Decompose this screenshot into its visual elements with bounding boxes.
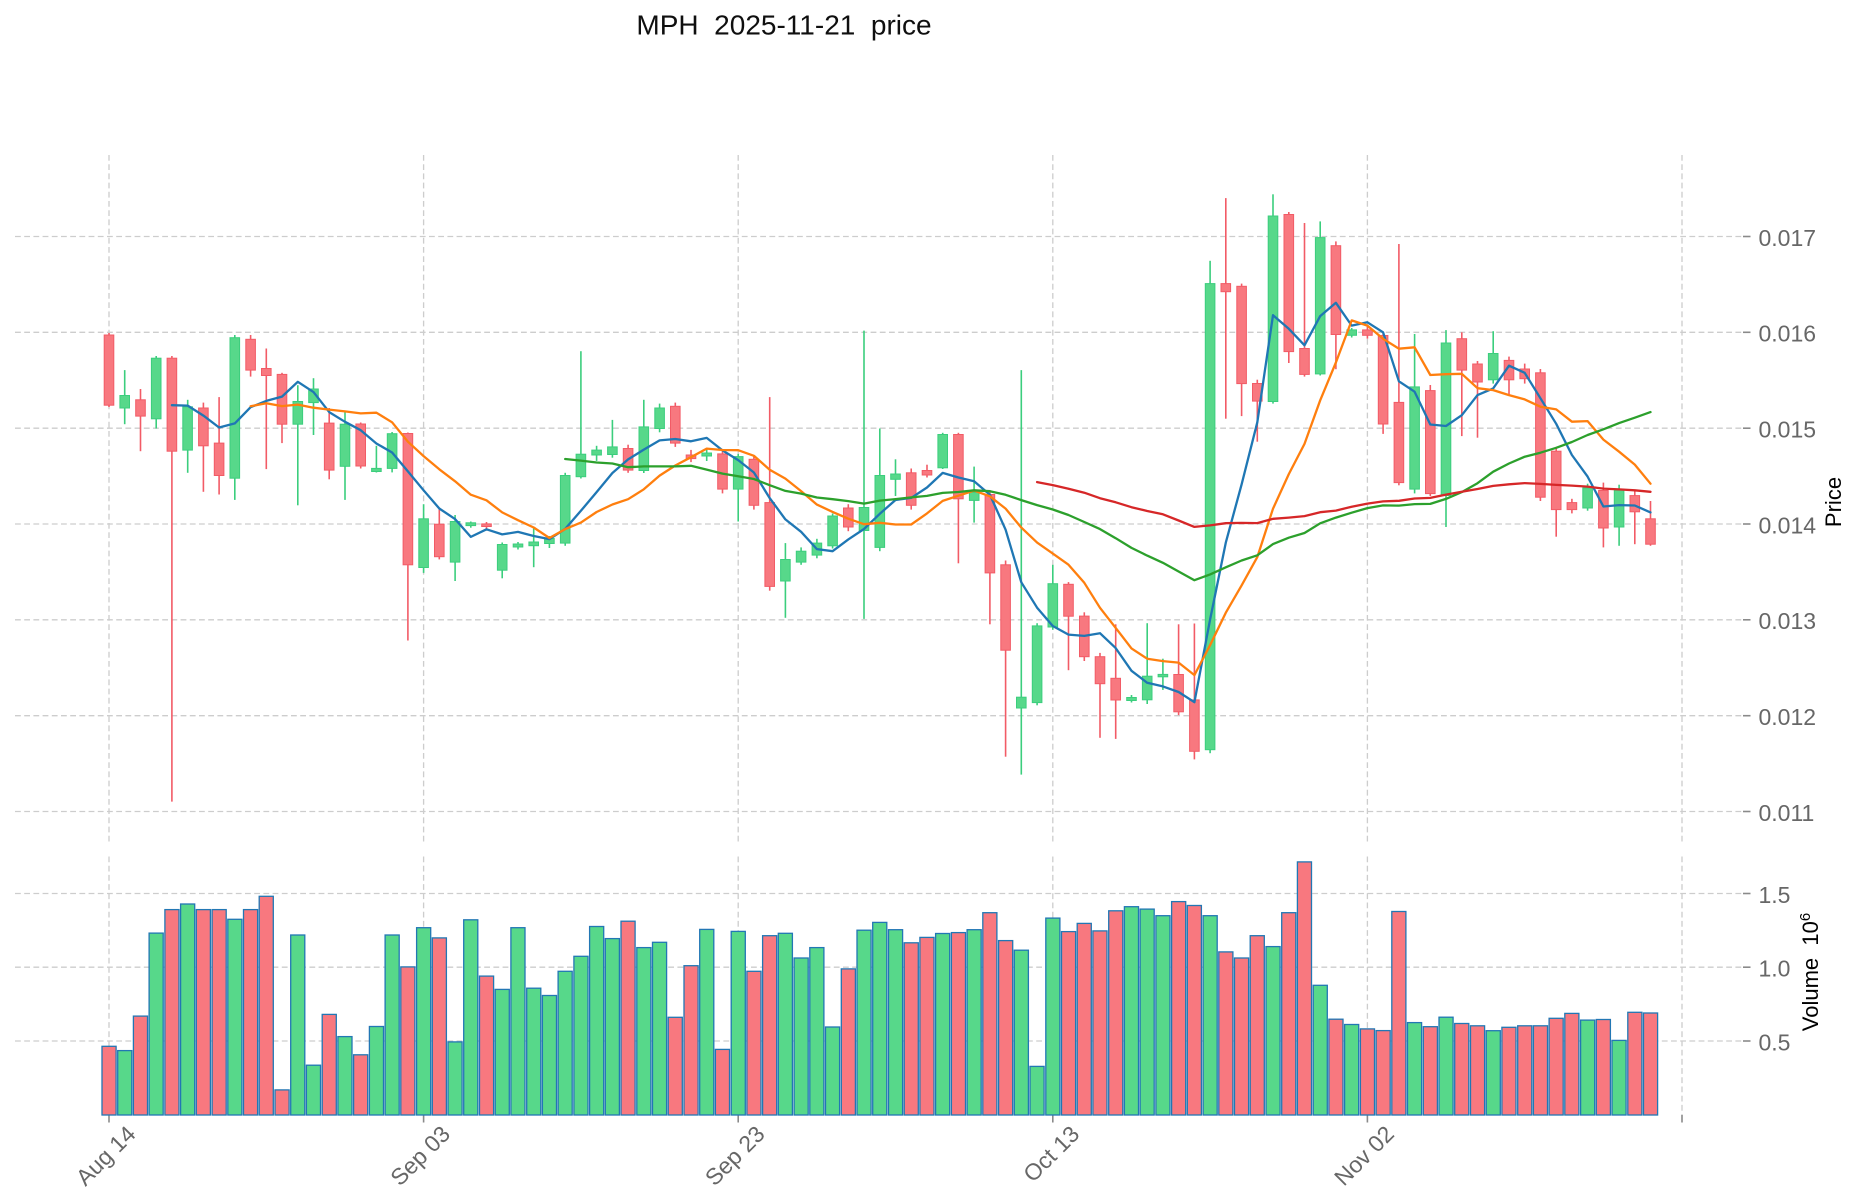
svg-text:0.013: 0.013	[1759, 608, 1817, 634]
svg-text:0.014: 0.014	[1759, 512, 1817, 538]
svg-text:Volume 106: Volume 106	[1797, 913, 1824, 1031]
svg-text:0.011: 0.011	[1759, 800, 1815, 826]
svg-text:0.016: 0.016	[1759, 321, 1817, 347]
svg-text:0.017: 0.017	[1759, 225, 1817, 251]
svg-text:MPH 2025-11-21 price: MPH 2025-11-21 price	[636, 10, 931, 41]
svg-text:0.012: 0.012	[1759, 704, 1817, 730]
svg-text:1.0: 1.0	[1759, 956, 1791, 982]
svg-text:Price: Price	[1821, 477, 1846, 527]
svg-text:0.015: 0.015	[1759, 417, 1817, 443]
svg-text:0.5: 0.5	[1759, 1029, 1791, 1055]
svg-text:1.5: 1.5	[1759, 882, 1791, 908]
